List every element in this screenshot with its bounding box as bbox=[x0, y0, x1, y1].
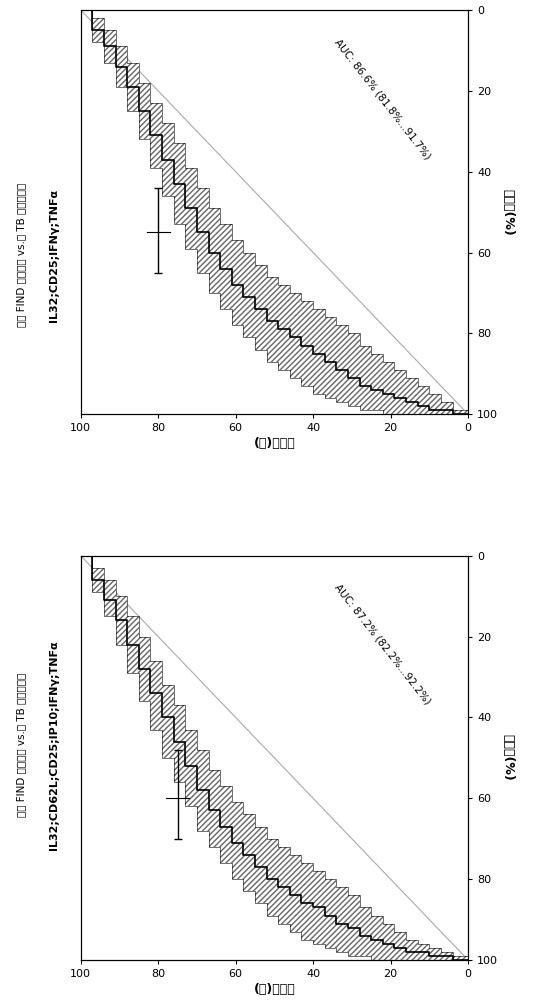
Text: 对于 FIND 涂片阴性 vs.非 TB 的最佳组合: 对于 FIND 涂片阴性 vs.非 TB 的最佳组合 bbox=[17, 673, 26, 817]
Text: AUC: 87.2% (82.2%...92.2%): AUC: 87.2% (82.2%...92.2%) bbox=[332, 583, 433, 707]
X-axis label: (％)敏感性: (％)敏感性 bbox=[253, 437, 295, 450]
Text: 对于 FIND 涂片阴性 vs.非 TB 的最佳组合: 对于 FIND 涂片阴性 vs.非 TB 的最佳组合 bbox=[17, 183, 26, 327]
Y-axis label: 特异性(%): 特异性(%) bbox=[502, 189, 515, 236]
Polygon shape bbox=[81, 10, 468, 414]
Text: IL32;CD62L;CD25;IP10;IFNγ;TNFα: IL32;CD62L;CD25;IP10;IFNγ;TNFα bbox=[49, 640, 59, 850]
X-axis label: (％)敏感性: (％)敏感性 bbox=[253, 983, 295, 996]
Text: IL32;CD25;IFNγ;TNFα: IL32;CD25;IFNγ;TNFα bbox=[49, 188, 59, 322]
Y-axis label: 特异性(%): 特异性(%) bbox=[502, 734, 515, 781]
Text: AUC: 86.6% (81.8%...91.7%): AUC: 86.6% (81.8%...91.7%) bbox=[332, 37, 433, 161]
Polygon shape bbox=[81, 556, 468, 960]
